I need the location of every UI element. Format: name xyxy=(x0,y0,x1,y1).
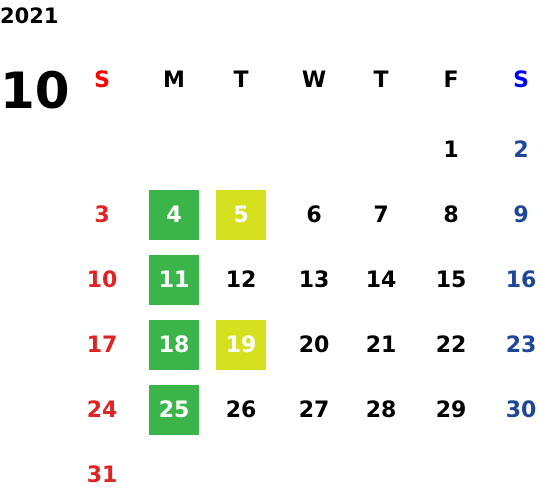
day: 8 xyxy=(443,202,459,228)
day: 27 xyxy=(298,397,330,423)
day: 28 xyxy=(365,397,397,423)
highlighted-day: 11 xyxy=(149,255,199,305)
weekday-header: F xyxy=(443,67,459,93)
highlighted-day: 5 xyxy=(216,190,266,240)
day: 15 xyxy=(435,267,467,293)
month: 10 xyxy=(0,62,70,120)
highlighted-day: 19 xyxy=(216,320,266,370)
day: 12 xyxy=(225,267,257,293)
day: 7 xyxy=(373,202,389,228)
weekday-header: W xyxy=(301,67,327,93)
day: 9 xyxy=(513,202,529,228)
day: 6 xyxy=(306,202,322,228)
day: 17 xyxy=(86,332,118,358)
day: 26 xyxy=(225,397,257,423)
weekday-header: M xyxy=(163,67,185,93)
weekday-header: S xyxy=(513,67,529,93)
day: 1 xyxy=(443,137,459,163)
day: 14 xyxy=(365,267,397,293)
day: 16 xyxy=(505,267,537,293)
day: 22 xyxy=(435,332,467,358)
day: 24 xyxy=(86,397,118,423)
highlighted-day: 25 xyxy=(149,385,199,435)
highlighted-day: 4 xyxy=(149,190,199,240)
day: 2 xyxy=(513,137,529,163)
day: 29 xyxy=(435,397,467,423)
day: 10 xyxy=(86,267,118,293)
weekday-header: S xyxy=(94,67,110,93)
day: 3 xyxy=(94,202,110,228)
day: 20 xyxy=(298,332,330,358)
weekday-header: T xyxy=(373,67,389,93)
day: 21 xyxy=(365,332,397,358)
day: 13 xyxy=(298,267,330,293)
highlighted-day: 18 xyxy=(149,320,199,370)
day: 30 xyxy=(505,397,537,423)
day: 23 xyxy=(505,332,537,358)
day: 31 xyxy=(86,462,118,488)
year: 2021 xyxy=(0,4,59,28)
weekday-header: T xyxy=(233,67,249,93)
